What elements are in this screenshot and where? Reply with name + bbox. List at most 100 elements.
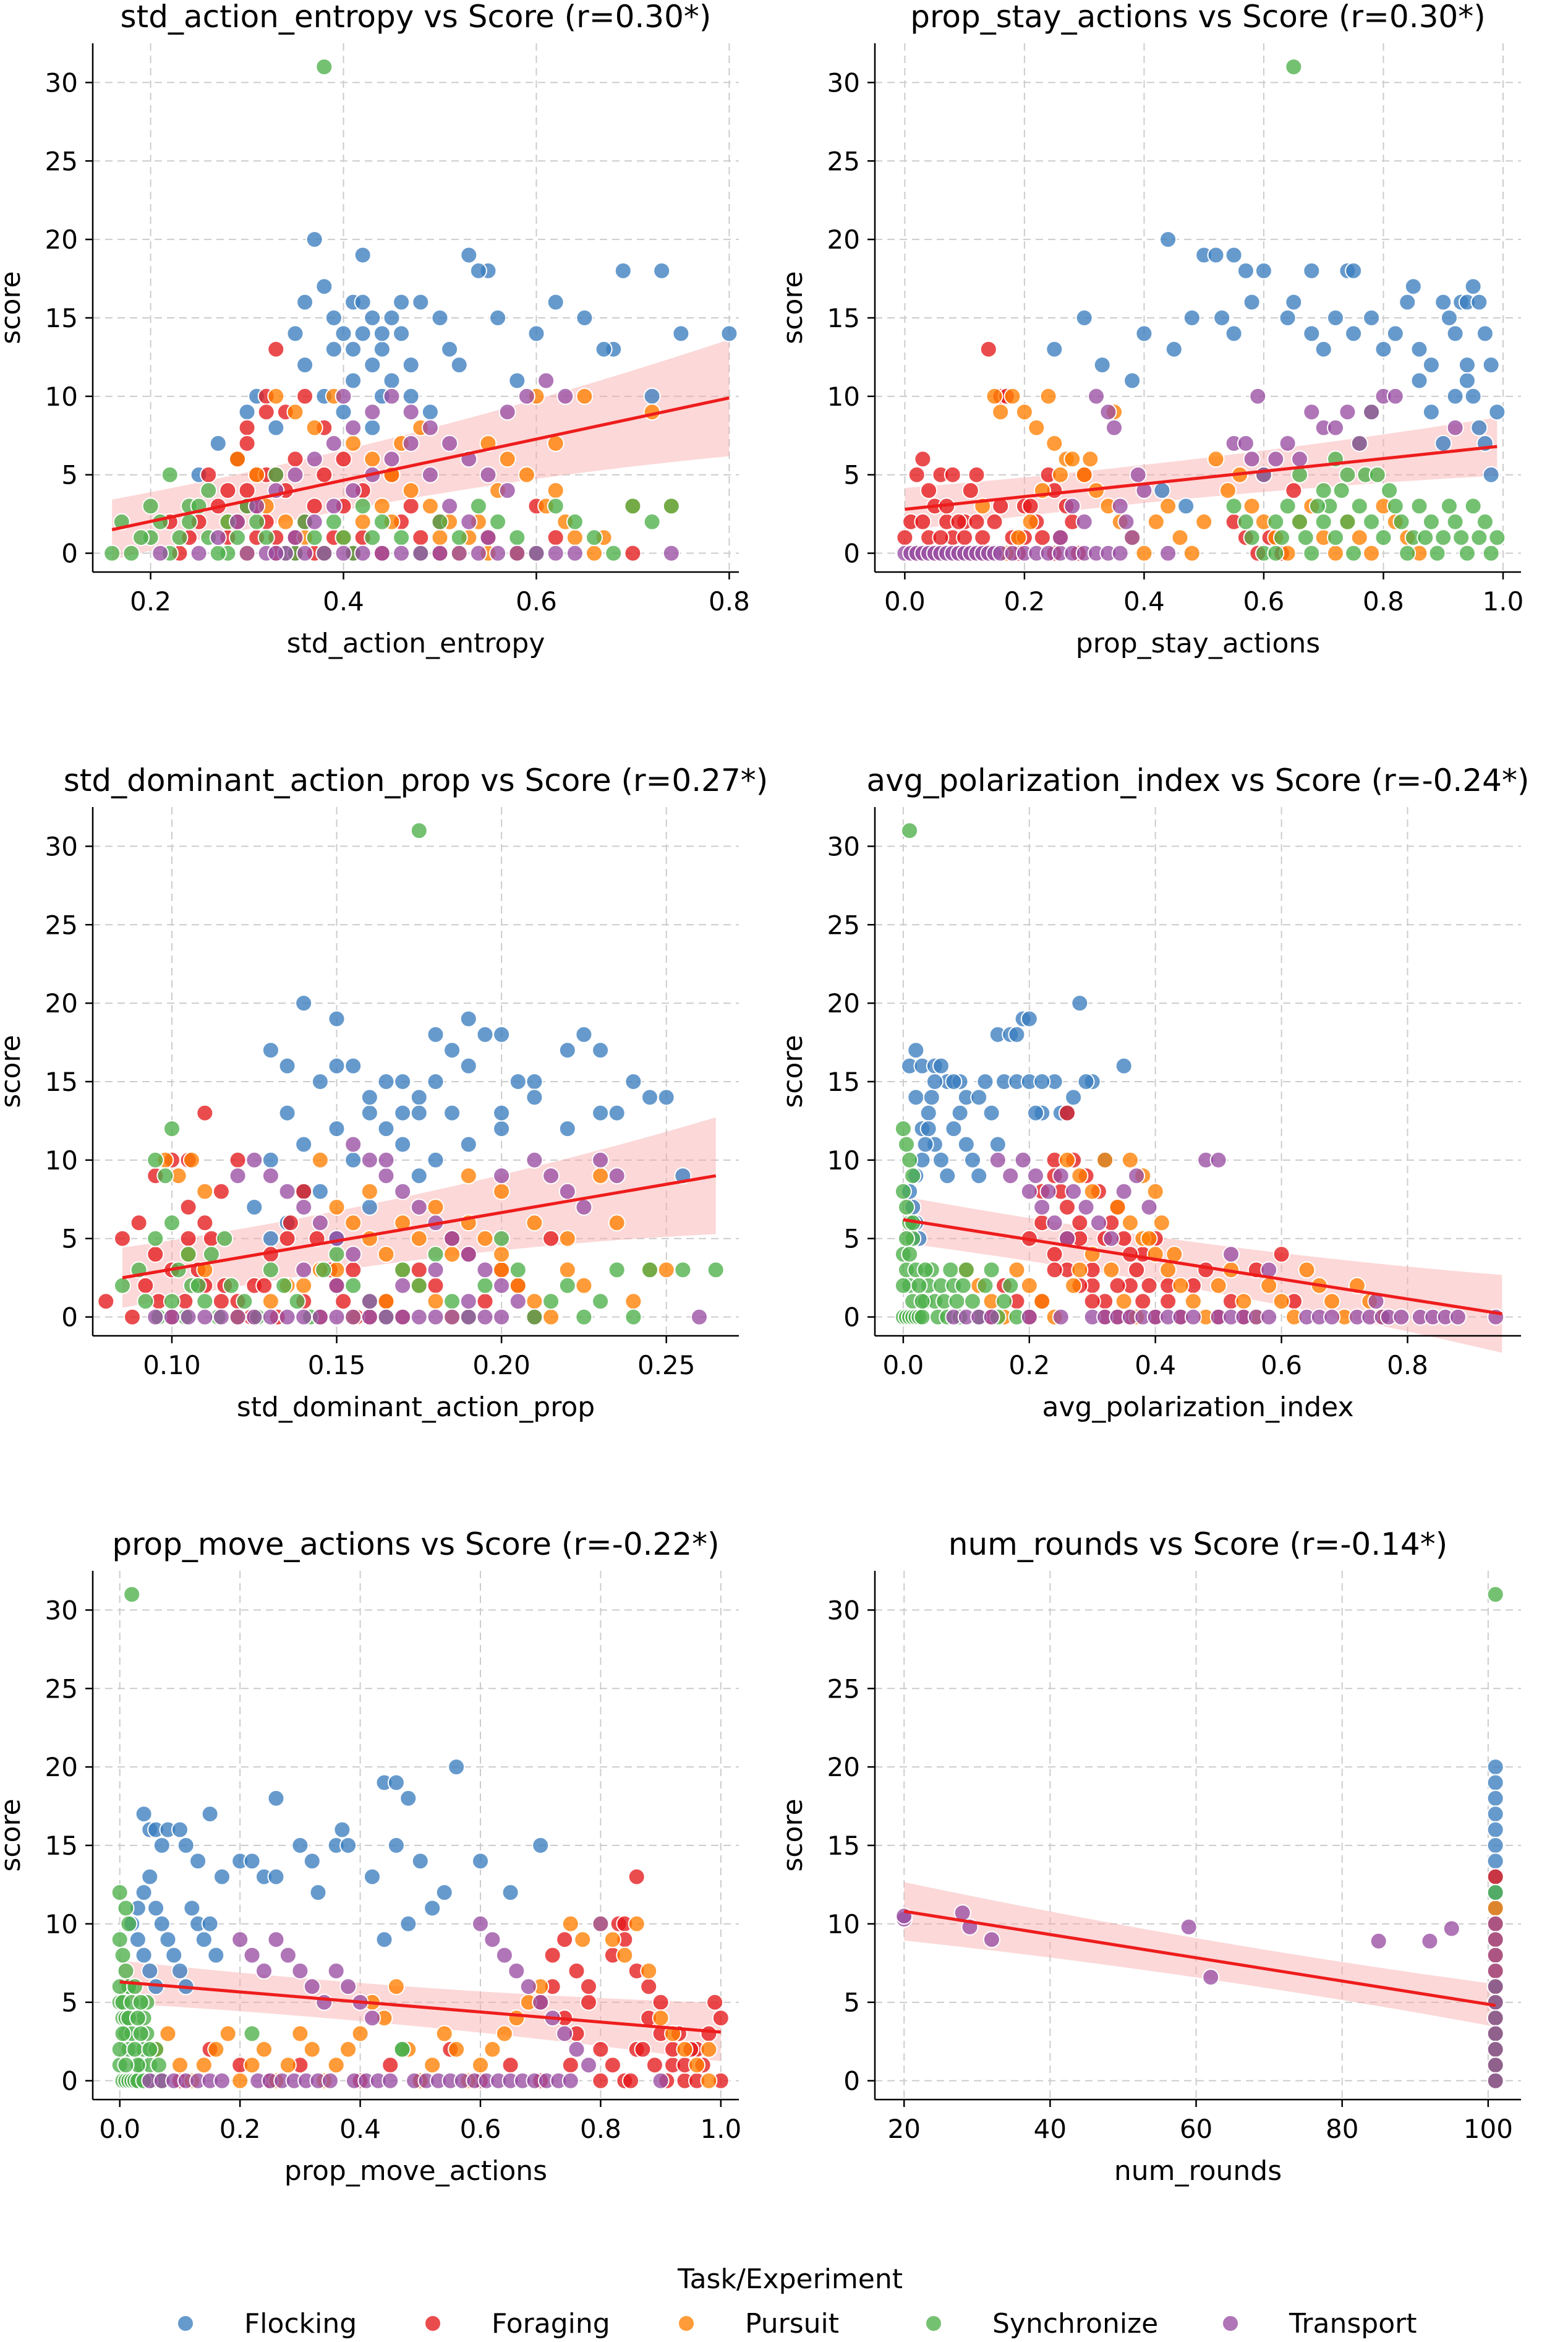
- point-flocking: [1285, 293, 1303, 311]
- y-axis-label: score: [777, 271, 809, 344]
- point-pursuit: [1350, 529, 1368, 547]
- point-flocking: [1008, 1025, 1026, 1043]
- point-foraging: [622, 2072, 639, 2090]
- point-synchronize: [1297, 529, 1314, 547]
- point-synchronize: [373, 513, 391, 531]
- y-tick-label: 10: [827, 1145, 860, 1176]
- point-pursuit: [339, 2040, 357, 2058]
- point-pursuit: [377, 1293, 395, 1310]
- point-transport: [580, 2056, 597, 2074]
- point-flocking: [427, 1025, 445, 1043]
- point-flocking: [720, 325, 738, 343]
- point-transport: [592, 1915, 610, 1933]
- point-synchronize: [443, 1293, 461, 1310]
- point-flocking: [399, 1915, 417, 1933]
- point-transport: [1486, 2056, 1504, 2074]
- point-pursuit: [1272, 1293, 1290, 1310]
- point-flocking: [195, 1931, 213, 1949]
- point-synchronize: [913, 1308, 931, 1326]
- point-transport: [1117, 513, 1135, 531]
- point-transport: [1392, 1308, 1410, 1326]
- y-tick-label: 0: [843, 2066, 860, 2096]
- x-tick-label: 0.2: [130, 586, 171, 617]
- point-flocking: [141, 1962, 159, 1980]
- point-pursuit: [1071, 1261, 1089, 1279]
- point-pursuit: [207, 2040, 225, 2058]
- point-transport: [1243, 450, 1261, 468]
- legend-title: Task/Experiment: [677, 2263, 903, 2295]
- point-foraging: [986, 513, 1003, 531]
- point-synchronize: [147, 1229, 164, 1247]
- point-synchronize: [894, 1120, 912, 1138]
- point-flocking: [558, 1041, 576, 1059]
- point-synchronize: [196, 1293, 214, 1310]
- point-pursuit: [592, 1167, 610, 1185]
- point-synchronize: [641, 1261, 658, 1279]
- point-synchronize: [163, 1293, 181, 1310]
- point-pursuit: [377, 1246, 395, 1263]
- point-pursuit: [509, 1276, 527, 1294]
- point-pursuit: [1010, 529, 1028, 547]
- point-flocking: [1470, 419, 1488, 437]
- point-synchronize: [608, 1261, 626, 1279]
- x-axis-label: num_rounds: [1114, 2155, 1282, 2187]
- point-foraging: [114, 1229, 131, 1247]
- point-flocking: [296, 293, 314, 311]
- point-flocking: [1093, 356, 1111, 374]
- point-transport: [1052, 529, 1069, 547]
- y-tick-label: 15: [45, 303, 78, 333]
- point-transport: [1063, 497, 1081, 515]
- point-synchronize: [137, 1293, 155, 1310]
- point-flocking: [360, 1199, 378, 1216]
- point-transport: [982, 1308, 1000, 1326]
- point-foraging: [920, 482, 938, 500]
- x-tick-label: 20: [888, 2114, 921, 2144]
- point-flocking: [1177, 497, 1195, 515]
- x-tick-label: 0.20: [472, 1350, 530, 1380]
- point-foraging: [547, 529, 565, 547]
- y-tick-label: 30: [827, 831, 860, 861]
- point-foraging: [592, 2040, 610, 2058]
- point-synchronize: [315, 1261, 333, 1279]
- point-synchronize: [1002, 1276, 1020, 1294]
- point-synchronize: [957, 1261, 975, 1279]
- point-synchronize: [508, 529, 526, 547]
- point-synchronize: [1339, 513, 1357, 531]
- point-flocking: [1399, 293, 1417, 311]
- point-pursuit: [1363, 544, 1381, 562]
- point-foraging: [97, 1293, 115, 1310]
- point-transport: [245, 1308, 263, 1326]
- point-transport: [1123, 529, 1141, 547]
- point-flocking: [916, 1135, 934, 1153]
- point-flocking: [267, 1789, 285, 1807]
- point-pursuit: [1323, 1293, 1341, 1310]
- point-synchronize: [189, 1276, 207, 1294]
- point-foraging: [592, 2072, 610, 2090]
- point-transport: [431, 544, 449, 562]
- point-pursuit: [1020, 1276, 1038, 1294]
- point-pursuit: [1159, 497, 1177, 515]
- point-flocking: [373, 340, 391, 358]
- point-transport: [315, 544, 333, 562]
- point-synchronize: [1225, 497, 1243, 515]
- point-flocking: [295, 994, 313, 1012]
- x-tick-label: 0.6: [1243, 586, 1285, 617]
- legend-label: Pursuit: [745, 2308, 839, 2340]
- point-transport: [311, 1308, 329, 1326]
- point-pursuit: [1081, 450, 1099, 468]
- y-tick-label: 5: [843, 460, 860, 490]
- point-transport: [255, 1962, 273, 1980]
- point-flocking: [421, 403, 439, 421]
- point-foraging: [130, 1214, 148, 1232]
- legend-marker: [925, 2315, 942, 2332]
- point-synchronize: [1486, 1586, 1504, 1604]
- y-tick-label: 5: [61, 460, 78, 490]
- y-tick-label: 20: [827, 1752, 860, 1782]
- point-foraging: [944, 466, 961, 484]
- point-flocking: [1422, 356, 1440, 374]
- point-foraging: [1021, 497, 1039, 515]
- point-foraging: [580, 1993, 597, 2011]
- point-flocking: [592, 1104, 610, 1122]
- point-transport: [1159, 544, 1177, 562]
- point-flocking: [135, 1805, 153, 1823]
